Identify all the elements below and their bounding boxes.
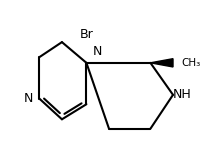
Text: Br: Br <box>80 28 93 41</box>
Text: NH: NH <box>173 88 192 101</box>
Polygon shape <box>150 59 173 67</box>
Text: CH₃: CH₃ <box>181 58 201 68</box>
Text: N: N <box>23 92 33 105</box>
Text: N: N <box>93 45 102 58</box>
